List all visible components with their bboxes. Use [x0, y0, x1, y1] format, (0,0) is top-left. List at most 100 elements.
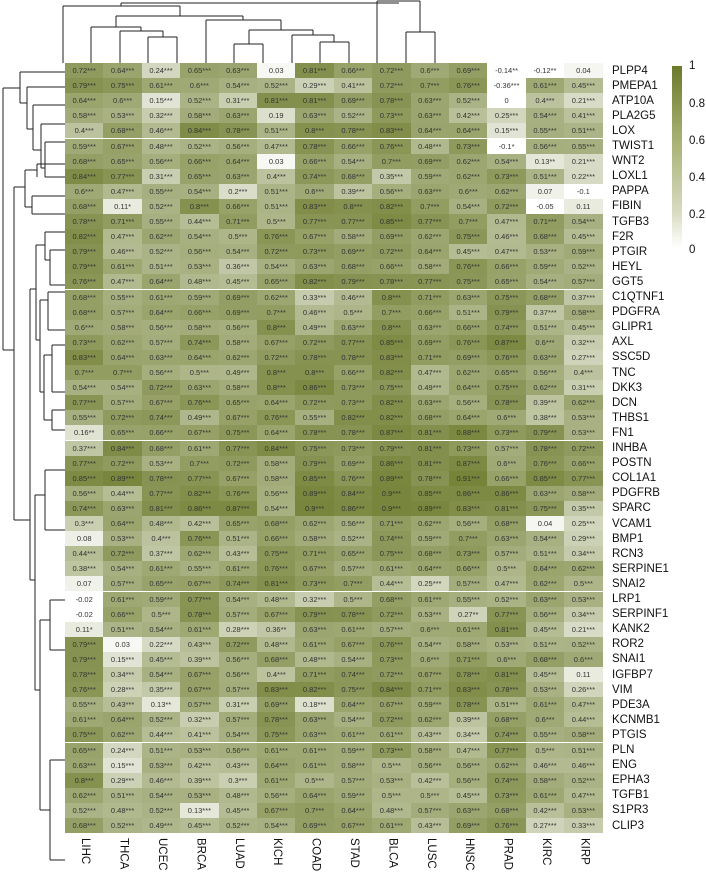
heatmap-cell: 0.54*** [410, 636, 449, 652]
heatmap-cell: 0.73*** [333, 380, 373, 396]
heatmap-cell: 0.67*** [218, 410, 257, 426]
heatmap-cell: 0.73*** [372, 651, 411, 667]
heatmap-cell: 0.48*** [257, 636, 296, 652]
heatmap-cell: 0.73*** [65, 334, 104, 350]
heatmap-cell: 0.48*** [295, 651, 334, 667]
heatmap-cell: 0.67*** [218, 470, 257, 486]
heatmap-cell: 0.5*** [141, 606, 181, 622]
heatmap-cell: 0.39*** [180, 651, 219, 667]
heatmap-cell: 0.62*** [487, 757, 526, 773]
heatmap-cell: 0.63*** [449, 289, 488, 305]
heatmap-cell: 0.54*** [141, 787, 181, 803]
heatmap-cell: 0.75*** [449, 274, 488, 290]
heatmap-cell: 0.15*** [103, 757, 142, 773]
heatmap-cell: 0.54*** [218, 244, 257, 260]
heatmap-cell: 0.46*** [525, 757, 565, 773]
heatmap-cell: 0.73*** [372, 742, 411, 758]
heatmap-cell: 0.58*** [218, 380, 257, 396]
heatmap-cell: 0.74*** [487, 727, 526, 743]
heatmap-cell: 0.32*** [564, 334, 603, 350]
heatmap-cell: 0.13*** [180, 802, 219, 818]
heatmap-cell: 0.68*** [525, 289, 565, 305]
heatmap-cell: 0.78*** [410, 470, 449, 486]
heatmap-cell: 0.55*** [525, 727, 565, 743]
heatmap-cell: 0.57*** [333, 561, 373, 577]
heatmap-cell: 0.7*** [333, 576, 373, 592]
heatmap-cell: 0.13** [141, 697, 181, 713]
heatmap-cell: 0.47*** [410, 365, 449, 381]
heatmap-cell: 0.37*** [65, 440, 104, 456]
heatmap-cell: 0.56*** [449, 757, 488, 773]
heatmap-cell: 0.54*** [218, 78, 257, 94]
heatmap-cell: 0.55*** [525, 123, 565, 139]
heatmap-cell: 0.52*** [564, 259, 603, 275]
heatmap-cell: 0.75*** [372, 380, 411, 396]
row-label: PLA2G5 [612, 109, 656, 122]
heatmap-cell: 0.64*** [410, 561, 449, 577]
heatmap-cell: 0.61*** [65, 712, 104, 728]
heatmap-cell: 0.72*** [372, 667, 411, 683]
heatmap-cell: 0.54*** [525, 274, 565, 290]
heatmap-cell: 0.55*** [564, 138, 603, 154]
row-label: PDGFRB [612, 487, 660, 500]
heatmap-cell: 0.52*** [141, 712, 181, 728]
heatmap-cell: 0.55*** [103, 289, 142, 305]
heatmap-cell: 0.32*** [141, 108, 181, 124]
heatmap-cell: 0.52*** [65, 802, 104, 818]
heatmap-cell: 0.62*** [564, 395, 603, 411]
heatmap-cell: 0.63*** [410, 93, 449, 109]
heatmap-cell: 0.77*** [295, 214, 334, 230]
heatmap-cell: 0.64*** [410, 123, 449, 139]
heatmap-cell: 0.68*** [410, 410, 449, 426]
heatmap-cell: 0.72*** [372, 244, 411, 260]
heatmap-cell: 0.75*** [65, 727, 104, 743]
heatmap-cell: 0.73*** [449, 546, 488, 562]
heatmap-cell: 0.52*** [141, 244, 181, 260]
heatmap-cell: 0.53*** [525, 682, 565, 698]
heatmap-cell: 0.15*** [141, 93, 181, 109]
heatmap-cell: 0.79*** [65, 259, 104, 275]
row-label: DCN [612, 396, 637, 409]
heatmap-cell: 0.67*** [141, 395, 181, 411]
heatmap-cell: 0.62*** [295, 516, 334, 532]
heatmap-cell: 0.62*** [525, 380, 565, 396]
heatmap-cell: 0.68*** [525, 651, 565, 667]
heatmap-cell: 0.76*** [180, 531, 219, 547]
heatmap-cell: 0.39*** [525, 395, 565, 411]
heatmap-cell: 0.79*** [295, 455, 334, 471]
heatmap-cell: 0.55*** [295, 410, 334, 426]
heatmap-cell: 0.51*** [525, 636, 565, 652]
heatmap-cell: 0.81*** [295, 93, 334, 109]
heatmap-cell: 0.2*** [218, 183, 257, 199]
row-label: SSC5D [612, 351, 651, 364]
heatmap-cell: 0.66*** [333, 365, 373, 381]
heatmap-cell: 0.64*** [257, 395, 296, 411]
heatmap-cell: 0.76*** [65, 274, 104, 290]
heatmap-cell: 0.78*** [218, 123, 257, 139]
heatmap-cell: 0.87*** [218, 500, 257, 516]
heatmap-cell: 0.59*** [525, 259, 565, 275]
heatmap-cell: 0.53*** [564, 425, 603, 441]
heatmap-cell: 0.61*** [103, 591, 142, 607]
heatmap-cell: 0.44*** [141, 727, 181, 743]
heatmap-cell: 0.63*** [410, 319, 449, 335]
heatmap-cell: 0.44*** [65, 546, 104, 562]
heatmap-cell: 0.56*** [257, 485, 296, 501]
heatmap-cell: 0.61*** [141, 289, 181, 305]
heatmap-cell: 0.89*** [410, 500, 449, 516]
heatmap-cell: 0.69*** [410, 153, 449, 169]
heatmap-cell: 0.54*** [141, 621, 181, 637]
heatmap-cell: 0.56*** [410, 757, 449, 773]
heatmap-cell: 0.77*** [180, 591, 219, 607]
heatmap-cell: 0.61*** [295, 757, 334, 773]
heatmap-cell: 0.47*** [564, 787, 603, 803]
heatmap-cell: 0.8*** [333, 198, 373, 214]
heatmap-cell: 0.32*** [180, 712, 219, 728]
heatmap-cell: 0.51*** [141, 742, 181, 758]
heatmap-cell: 0.59*** [141, 591, 181, 607]
column-label: LIHC [79, 838, 92, 865]
column-label: KIRP [578, 838, 591, 865]
heatmap-cell: 0.61*** [525, 697, 565, 713]
row-label: KANK2 [612, 623, 650, 636]
heatmap-cell: 0.65*** [487, 274, 526, 290]
